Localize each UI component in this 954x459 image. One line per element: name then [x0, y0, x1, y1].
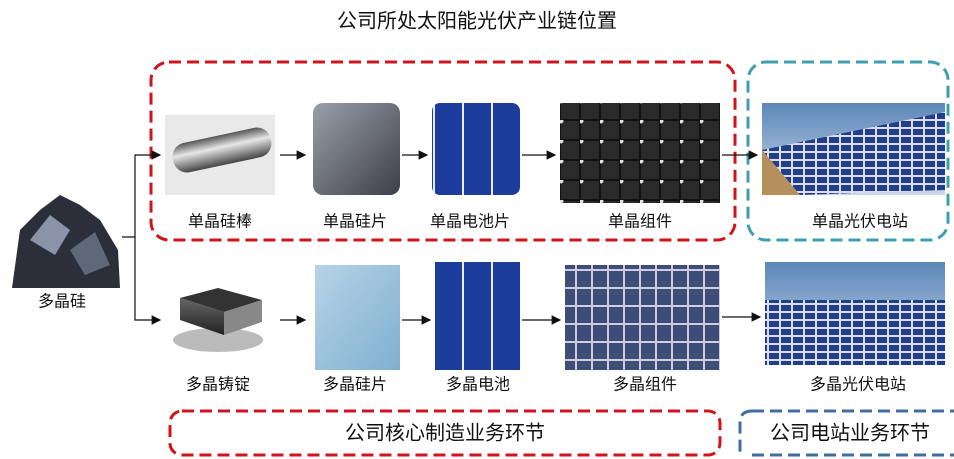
node-label: 单晶电池片 [430, 212, 510, 231]
node-label: 多晶铸锭 [186, 375, 250, 394]
node-label: 多晶光伏电站 [810, 375, 906, 394]
arrow [122, 150, 162, 238]
mono-cell-image [432, 103, 520, 195]
poly-plant-image [765, 262, 945, 365]
poly-wafer-image [315, 265, 400, 370]
mono-plant-image [762, 103, 945, 195]
segment-label: 公司电站业务环节 [770, 421, 930, 445]
title: 公司所处太阳能光伏产业链位置 [337, 9, 617, 33]
node-label: 单晶组件 [608, 212, 672, 231]
plant-legend [738, 409, 954, 455]
node-label: 多晶硅片 [323, 375, 387, 394]
poly-module-image [565, 265, 720, 370]
manufacturing-frame [149, 60, 737, 242]
arrow [134, 237, 162, 325]
node-label: 单晶硅棒 [188, 212, 252, 231]
segment-label: 公司核心制造业务环节 [345, 421, 545, 445]
polysilicon-image [10, 185, 120, 290]
mono-module-image [560, 103, 720, 203]
node-label: 多晶组件 [613, 375, 677, 394]
manufacturing-legend [168, 409, 722, 457]
mono-rod-image [165, 115, 275, 195]
poly-ingot-image [173, 288, 263, 352]
mono-wafer-image [313, 103, 400, 195]
node-label: 单晶硅片 [323, 212, 387, 231]
source-label: 多晶硅 [38, 292, 86, 311]
poly-cell-image [435, 262, 520, 370]
node-label: 单晶光伏电站 [812, 212, 908, 231]
node-label: 多晶电池 [446, 375, 510, 394]
plant-frame [746, 60, 950, 242]
